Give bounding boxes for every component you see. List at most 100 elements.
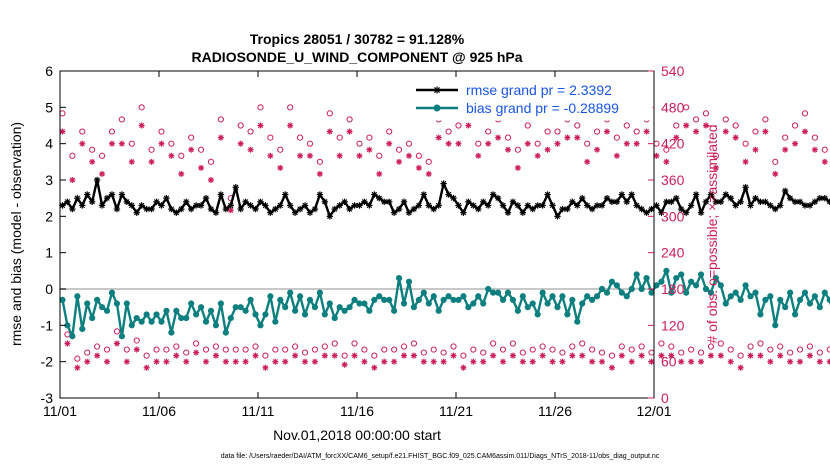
rmse-point-d2 (683, 209, 689, 216)
bias-point (356, 300, 363, 307)
right-tick-label: 360 (661, 172, 685, 188)
obs-assimilated-point-d2 (663, 159, 669, 165)
obs-assimilated-point-d2 (559, 359, 566, 365)
bias-point (415, 296, 422, 303)
obs-assimilated-point-d2 (252, 353, 259, 359)
bias-point (752, 289, 759, 296)
bias-point (688, 278, 695, 285)
obs-assimilated-point (707, 352, 714, 359)
obs-assimilated-point (465, 122, 472, 129)
rmse-point-d2 (411, 206, 417, 212)
obs-assimilated-point (663, 158, 670, 165)
bias-point (742, 282, 749, 289)
rmse-point-d2 (104, 195, 110, 201)
obs-assimilated-point (341, 361, 348, 368)
legend-rmse-label: rmse grand pr = 2.3392 (466, 82, 612, 98)
obs-possible-point (697, 349, 705, 356)
obs-assimilated-point (623, 140, 630, 147)
obs-possible-point (663, 146, 670, 153)
rmse-point (420, 191, 428, 198)
obs-assimilated-point-d2 (104, 359, 110, 365)
obs-assimilated-point-d2 (213, 353, 219, 359)
rmse-point (682, 209, 690, 216)
obs-assimilated-point-d2 (713, 165, 719, 171)
obs-possible-point (242, 346, 249, 353)
obs-assimilated-point (806, 352, 813, 359)
rmse-point-d2 (69, 206, 76, 212)
rmse-point (341, 198, 348, 205)
obs-possible-point (143, 352, 150, 359)
obs-possible-point (692, 116, 700, 123)
obs-possible-point (400, 343, 408, 350)
rmse-point-d2 (193, 202, 199, 209)
obs-assimilated-point (425, 170, 432, 177)
obs-possible-point (658, 340, 665, 347)
rmse-point-d2 (119, 191, 125, 198)
rmse-point-d2 (460, 209, 467, 216)
rmse-point-d2 (529, 206, 536, 212)
obs-assimilated-point (143, 364, 150, 371)
rmse-point (415, 202, 423, 209)
obs-assimilated-point (123, 358, 130, 365)
bias-point (272, 318, 279, 325)
obs-assimilated-point (574, 134, 581, 141)
rmse-point (390, 209, 398, 216)
bias-point (772, 322, 779, 329)
rmse-point (207, 205, 215, 213)
obs-assimilated-point-d2 (549, 359, 556, 365)
rmse-point (460, 209, 467, 216)
obs-assimilated-point (366, 146, 373, 153)
legend-entry-bias: bias grand pr = -0.28899 (416, 100, 619, 116)
rmse-point (786, 194, 794, 202)
bias-point (173, 307, 180, 314)
bias-point (366, 307, 373, 314)
rmse-point-d2 (668, 199, 675, 205)
obs-assimilated-point-d2 (594, 147, 600, 153)
obs-possible-point (791, 122, 799, 129)
rmse-point (564, 205, 571, 213)
obs-assimilated-point-d2 (787, 359, 793, 365)
obs-assimilated-point-d2 (218, 135, 224, 141)
bias-point (143, 311, 150, 318)
rmse-point-d2 (129, 202, 135, 209)
bias-point (777, 296, 784, 303)
obs-possible-point (549, 346, 556, 353)
rmse-point-d2 (188, 206, 194, 212)
bias-point (653, 282, 660, 289)
obs-assimilated-point (178, 170, 185, 177)
bias-point (163, 307, 170, 314)
obs-assimilated-point-d2 (718, 353, 724, 359)
rmse-point-d2 (495, 195, 501, 201)
rmse-point (514, 202, 522, 209)
rmse-point-d2 (490, 191, 496, 198)
x-tick-label: 11/26 (538, 403, 572, 419)
rmse-point-d2 (614, 199, 620, 205)
rmse-point-d2 (153, 199, 160, 205)
rmse-point (143, 205, 150, 213)
obs-assimilated-point-d2 (129, 159, 135, 165)
rmse-point-d2 (376, 195, 383, 201)
obs-assimilated-point-d2 (238, 141, 244, 147)
obs-assimilated-point (371, 364, 378, 371)
obs-assimilated-point-d2 (767, 359, 773, 365)
rmse-point (569, 198, 576, 205)
rmse-point-d2 (455, 202, 462, 209)
rmse-point (405, 209, 413, 216)
rmse-point-d2 (559, 206, 566, 212)
obs-assimilated-point-d2 (396, 159, 402, 165)
bias-point (787, 289, 794, 296)
rmse-point (361, 198, 368, 205)
obs-count-layer (59, 104, 830, 371)
obs-assimilated-point (381, 358, 388, 365)
bias-point (361, 300, 368, 307)
obs-assimilated-point (450, 352, 457, 359)
obs-assimilated-point (787, 358, 794, 365)
bias-point (628, 285, 635, 293)
bias-point (133, 314, 140, 322)
rmse-point (767, 202, 774, 209)
rmse-point (806, 202, 814, 209)
bias-point (346, 304, 353, 311)
rmse-point (118, 191, 126, 198)
obs-assimilated-point-d2 (683, 122, 689, 129)
rmse-point-d2 (752, 195, 759, 201)
